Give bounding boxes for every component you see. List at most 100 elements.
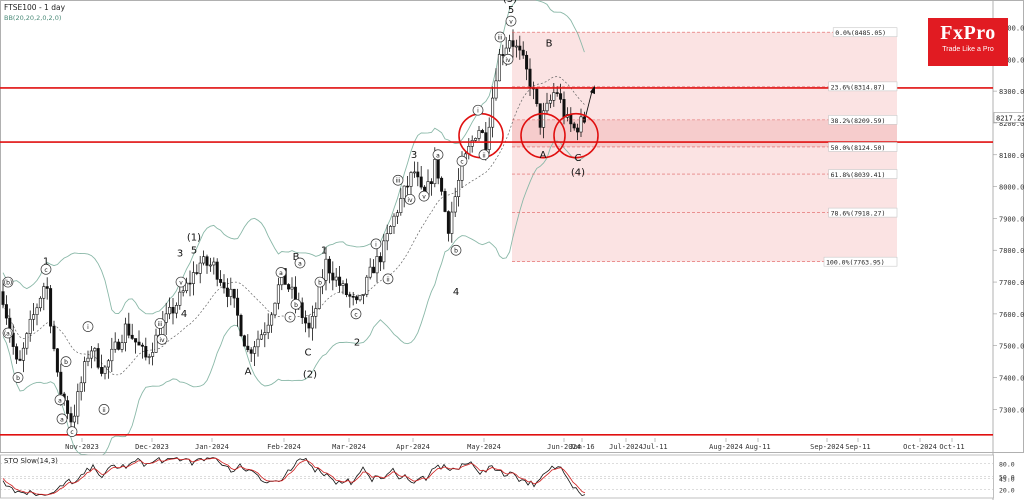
candle-body (35, 307, 39, 315)
candle-body (416, 171, 420, 178)
candle-body (28, 318, 32, 334)
candle-body (219, 279, 223, 283)
highlight-circle (553, 112, 599, 159)
x-tick-label: Jun-2024 (547, 443, 581, 451)
sub-wave-text: i (87, 324, 89, 331)
candle-body (450, 211, 454, 234)
x-tick-label: Mar-2024 (332, 443, 366, 451)
candle-body (270, 314, 274, 326)
oscillator-tick-label: 20.0 (999, 486, 1015, 494)
candle-body (1, 291, 5, 305)
sub-wave-marker (60, 356, 72, 367)
candle-body (106, 360, 110, 368)
candle-body (545, 102, 549, 112)
sub-wave-text: iv (407, 197, 413, 204)
candle-body (120, 342, 124, 350)
sub-wave-label: c (40, 263, 52, 275)
candle-body (412, 171, 416, 174)
candle-body (205, 256, 209, 266)
wave-label: (3) (503, 0, 517, 5)
sub-wave-marker (66, 426, 78, 437)
candle-body (287, 284, 291, 290)
sub-wave-marker (98, 404, 110, 415)
y-tick-label: 7500.00 (999, 343, 1024, 351)
sub-wave-label: iv (156, 333, 168, 345)
candle-body (89, 350, 93, 359)
sub-wave-label: ii (478, 149, 490, 161)
candle-body (110, 348, 114, 362)
candle-body (253, 346, 257, 354)
candle-body (457, 180, 461, 197)
candle-body (45, 286, 49, 289)
current-price-label: 8217.22 (996, 114, 1024, 122)
sub-wave-label: i (472, 104, 484, 116)
sub-wave-label: a (54, 394, 66, 406)
sub-wave-marker (472, 104, 484, 116)
candle-body (259, 334, 263, 340)
candle-body (4, 304, 8, 319)
candle-body (256, 338, 260, 348)
sub-wave-marker (175, 276, 187, 288)
sub-wave-text: iii (157, 321, 162, 328)
sub-wave-text: a (298, 260, 302, 267)
sub-wave-marker (314, 276, 326, 288)
sub-wave-marker (294, 257, 306, 269)
candle-body (202, 256, 206, 264)
candle-body (188, 282, 192, 285)
x-tick-label: Jul-2024 (609, 443, 643, 451)
candle-body (79, 382, 83, 393)
candle-body (307, 322, 311, 329)
candle-body (100, 367, 104, 374)
candle-body (443, 191, 447, 212)
sub-wave-text: a (60, 416, 64, 423)
candle-body (42, 286, 46, 299)
candle-body (15, 346, 19, 360)
x-tick-label: Oct-11 (939, 443, 964, 451)
y-tick-label: 8000.00 (999, 184, 1024, 192)
candle-body (232, 288, 236, 299)
wave-label: 2 (354, 338, 360, 349)
sub-wave-marker (82, 321, 94, 332)
candle-body (144, 346, 148, 358)
sub-wave-label: a (294, 257, 306, 269)
wave-label: 3 (411, 150, 417, 161)
candle-body (348, 294, 352, 297)
wave-label: (2) (303, 370, 317, 381)
fib-label-box (832, 27, 898, 38)
candle-body (395, 212, 399, 217)
candle-body (399, 198, 403, 213)
wave-label: C (575, 153, 582, 164)
sub-wave-text: b (318, 280, 322, 287)
oscillator-label: STO Slow(14,3) (4, 457, 58, 465)
sub-wave-text: v (509, 19, 513, 26)
x-tick-label: Dec-2023 (135, 443, 169, 451)
candle-body (185, 282, 189, 292)
x-tick-label: Apr-2024 (396, 443, 430, 451)
candle-body (154, 334, 158, 353)
candle-body (572, 123, 576, 129)
sub-wave-text: a (279, 270, 283, 277)
candle-body (491, 97, 495, 128)
oscillator-tick-label: 45.0 (999, 476, 1015, 484)
candle-body (147, 356, 151, 358)
candle-body (508, 40, 512, 49)
fib-label-box (828, 81, 898, 92)
candle-body (327, 258, 331, 274)
candle-body (127, 323, 131, 336)
bollinger-upper (2, 0, 585, 315)
sub-wave-text: i (477, 108, 479, 115)
sub-wave-marker (275, 267, 287, 278)
fib-label-box (828, 115, 898, 125)
candle-body (559, 93, 563, 100)
candle-body (331, 272, 335, 281)
candle-body (385, 233, 389, 242)
candle-body (341, 283, 345, 286)
sub-wave-marker (494, 31, 506, 43)
candle-body (113, 341, 117, 350)
candle-body (249, 349, 253, 354)
candle-body (66, 400, 70, 414)
candle-body (164, 313, 168, 323)
candle-body (372, 266, 376, 274)
wave-label: 5 (508, 5, 514, 16)
candle-body (453, 196, 457, 213)
